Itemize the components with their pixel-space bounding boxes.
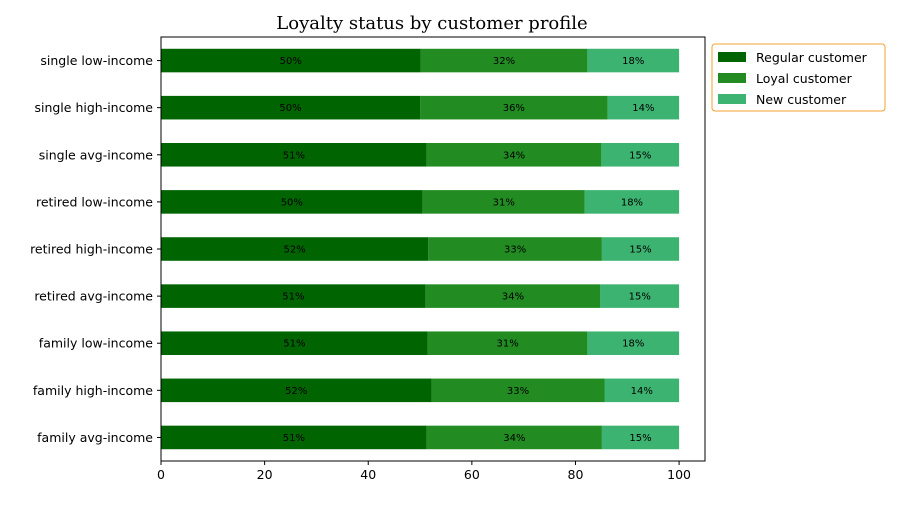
bar-data-label: 51% [283, 339, 305, 350]
bar-segment [422, 190, 585, 214]
bar-data-label: 50% [280, 56, 302, 67]
x-tick-label: 20 [257, 467, 273, 482]
bar-data-label: 15% [629, 433, 651, 444]
bar-segment [601, 143, 680, 167]
bar-segment [428, 237, 602, 261]
x-tick-label: 100 [667, 467, 691, 482]
bar-segment [584, 190, 680, 214]
bar-data-label: 51% [283, 433, 305, 444]
bar-segment [161, 48, 421, 73]
bar-segment [161, 284, 426, 308]
legend-swatch [718, 94, 746, 104]
x-tick-label: 60 [464, 467, 480, 482]
bar-segment [425, 284, 601, 308]
bar-data-label: 14% [631, 386, 653, 397]
y-tick-label: retired high-income [30, 242, 153, 257]
bar-data-label: 52% [285, 386, 307, 397]
bar-segment [161, 237, 429, 261]
bar-segment [161, 143, 427, 167]
legend: Regular customer Loyal customer New custom… [711, 43, 886, 112]
bar-data-label: 18% [622, 56, 644, 67]
bar-data-label: 50% [279, 103, 301, 114]
bar-data-label: 15% [629, 245, 651, 256]
bar-data-label: 34% [502, 292, 524, 303]
y-tick-label: family low-income [39, 336, 154, 351]
bar-data-label: 34% [503, 150, 525, 161]
bar-data-label: 32% [493, 56, 515, 67]
legend-label: Loyal customer [756, 71, 853, 86]
x-tick-label: 0 [157, 467, 165, 482]
bar-segment [427, 331, 588, 355]
legend-label: Regular customer [756, 50, 868, 65]
bar-segment [420, 48, 588, 73]
bar-segment [600, 284, 680, 308]
y-tick-label: single avg-income [39, 147, 154, 162]
chart-title: Loyalty status by customer profile [276, 13, 587, 34]
legend-swatch [718, 73, 746, 83]
y-tick-label: family avg-income [37, 430, 153, 445]
y-tick-label: retired avg-income [34, 289, 153, 304]
y-tick-label: single low-income [40, 53, 153, 68]
bar-segment [161, 378, 432, 403]
bar-data-label: 51% [283, 150, 305, 161]
bar-data-label: 15% [629, 150, 651, 161]
bar-segment [426, 143, 602, 167]
bar-segment [426, 425, 602, 450]
y-tick-label: retired low-income [36, 194, 153, 209]
bar-data-label: 18% [622, 339, 644, 350]
bar-segment [604, 378, 680, 403]
bars-layer: 50% 32% 18% 50% 36% 14% 51% 34% 15% 50% 31% 18% 52% 3… [161, 48, 680, 450]
bar-data-label: 52% [284, 245, 306, 256]
bar-data-label: 14% [632, 103, 654, 114]
legend-frame [711, 43, 886, 112]
bar-segment [607, 95, 680, 120]
bar-segment [587, 331, 680, 355]
bar-segment [161, 425, 427, 450]
axes-layer: single low-income single high-income singl… [30, 36, 706, 482]
bar-data-label: 50% [281, 197, 303, 208]
bar-data-label: 18% [621, 197, 643, 208]
y-tick-label: family high-income [33, 383, 153, 398]
bar-data-label: 34% [503, 433, 525, 444]
bar-segment [601, 425, 680, 450]
bar-data-label: 15% [629, 292, 651, 303]
x-tick-label: 80 [568, 467, 584, 482]
bar-segment [161, 331, 428, 355]
bar-data-label: 51% [282, 292, 304, 303]
bar-data-label: 36% [503, 103, 525, 114]
legend-label: New customer [756, 92, 847, 107]
bar-data-label: 31% [496, 339, 518, 350]
bar-segment [601, 237, 680, 261]
bar-segment [161, 190, 423, 214]
bar-data-label: 33% [504, 245, 526, 256]
bar-segment [587, 48, 680, 73]
legend-swatch [718, 52, 746, 62]
bar-segment [161, 95, 421, 120]
y-tick-label: single high-income [34, 100, 153, 115]
x-tick-label: 40 [360, 467, 376, 482]
bar-data-label: 33% [507, 386, 529, 397]
bar-data-label: 31% [493, 197, 515, 208]
bar-segment [431, 378, 605, 403]
bar-segment [420, 95, 608, 120]
